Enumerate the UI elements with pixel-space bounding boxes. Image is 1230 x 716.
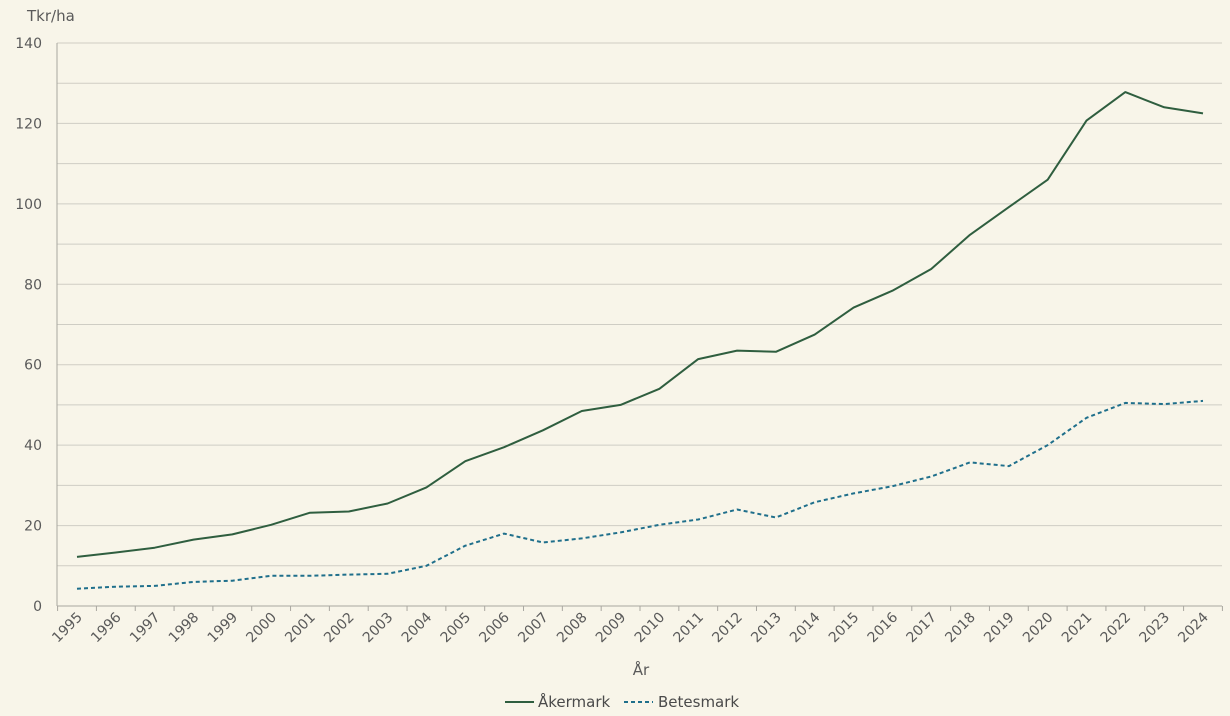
y-tick-label-20: 20 [24,519,42,535]
series-line-akermark [76,91,1204,558]
x-tick-label-2012: 2012 [709,610,746,647]
legend-label-akermark: Åkermark [538,692,611,711]
x-tick-label-2003: 2003 [360,610,397,647]
x-tick-label-2000: 2000 [243,610,280,647]
x-tick-label-2011: 2011 [671,610,708,647]
x-tick-label-2024: 2024 [1175,609,1212,646]
x-tick-label-2006: 2006 [476,609,513,646]
legend: Åkermark Betesmark [505,692,739,711]
x-tick-label-2023: 2023 [1136,610,1173,647]
x-tick-label-2014: 2014 [787,609,824,646]
gridlines [57,42,1222,567]
x-tick-label-2008: 2008 [554,610,591,647]
series-line-betesmark [76,399,1204,590]
y-tick-label-40: 40 [24,438,42,454]
x-tick-label-2020: 2020 [1020,610,1057,647]
x-tick-label-1997: 1997 [127,610,164,647]
x-tick-label-2004: 2004 [399,609,436,646]
y-tick-label-100: 100 [15,197,42,213]
x-axis-title: År [633,660,650,679]
series-lines [76,91,1204,590]
x-tick-label-1996: 1996 [88,609,125,646]
y-axis-title: Tkr/ha [26,7,75,25]
x-tick-label-2017: 2017 [904,610,941,647]
x-tick-label-2010: 2010 [632,610,669,647]
x-tick-label-2019: 2019 [981,610,1018,647]
x-tick-label-2022: 2022 [1098,610,1135,647]
y-tick-label-120: 120 [15,116,42,132]
x-tick-label-2002: 2002 [321,610,358,647]
x-tick-label-1999: 1999 [205,610,242,647]
x-tick-label-2001: 2001 [282,610,319,647]
y-tick-label-80: 80 [24,277,42,293]
x-tick-label-2013: 2013 [748,610,785,647]
x-tick-label-2007: 2007 [515,610,552,647]
axes [56,43,1223,611]
x-tick-label-1995: 1995 [49,610,86,647]
y-tick-label-60: 60 [24,358,42,374]
x-tick-label-2015: 2015 [826,610,863,647]
x-tick-label-2016: 2016 [865,609,902,646]
legend-label-betesmark: Betesmark [658,693,739,711]
x-tick-label-2009: 2009 [593,610,630,647]
x-tick-label-2018: 2018 [942,610,979,647]
x-tick-label-2021: 2021 [1059,610,1096,647]
y-tick-label-0: 0 [33,599,42,615]
x-tick-label-2005: 2005 [438,610,475,647]
y-tick-label-140: 140 [15,36,42,52]
x-tick-label-1998: 1998 [166,610,203,647]
